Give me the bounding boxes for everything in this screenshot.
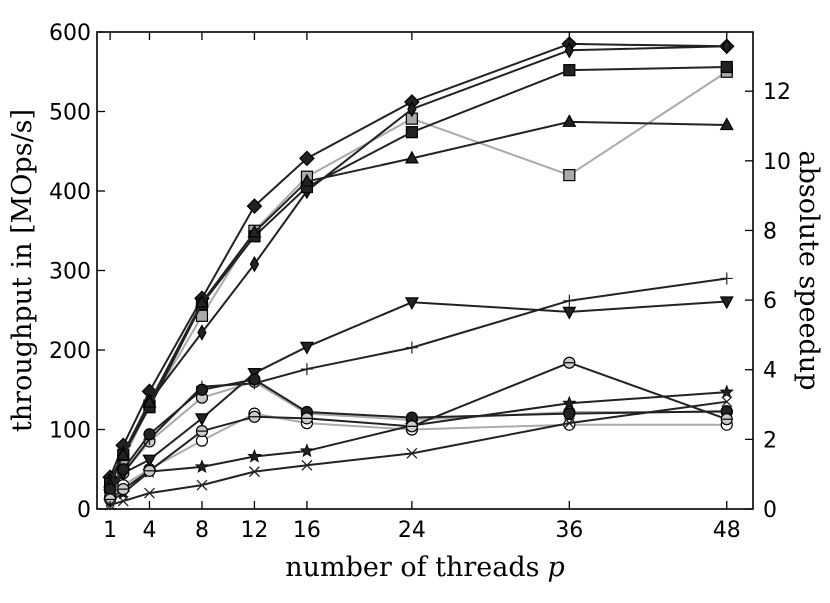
y2-tick-label: 4 — [763, 359, 777, 384]
x-axis-title-text: number of threads — [285, 552, 539, 583]
x-point — [563, 417, 575, 429]
x-axis-ticks: 1 4 8 12 16 24 36 48 — [103, 32, 741, 543]
series-group — [102, 36, 735, 511]
x-point — [196, 479, 208, 491]
x-point — [301, 459, 313, 471]
plus-point — [720, 272, 733, 285]
triangle-up-point — [247, 224, 262, 238]
y2-tick-label: 6 — [763, 289, 777, 314]
x-tick-label: 12 — [240, 518, 268, 543]
triangle-up-point — [116, 447, 131, 461]
square-point — [563, 64, 576, 77]
y2-tick-label: 12 — [763, 80, 791, 105]
star-point — [247, 448, 262, 463]
star-point — [562, 395, 577, 410]
y2-tick-label: 10 — [763, 150, 791, 175]
circle-line-point — [117, 483, 130, 496]
x-tick-label: 24 — [398, 518, 426, 543]
circle-line-point — [248, 410, 261, 423]
circle-point — [195, 383, 209, 396]
x-point — [721, 396, 733, 408]
y-tick-label: 100 — [49, 419, 91, 444]
square-point — [720, 60, 733, 74]
circle-line-point — [300, 412, 314, 425]
triangle-up-point — [299, 173, 314, 187]
star-point — [719, 384, 734, 399]
y2-tick-label: 0 — [763, 498, 777, 523]
y2-axis-title: absolute speedup — [793, 151, 824, 391]
thin-diamond-point — [197, 324, 207, 341]
y-tick-label: 500 — [49, 101, 91, 126]
series-11-circle-line — [104, 356, 733, 506]
x-point — [406, 447, 418, 459]
x-axis-title-variable: p — [548, 552, 565, 583]
plus-point — [563, 294, 576, 307]
thin-diamond-point — [564, 42, 575, 59]
circle-line-point — [405, 420, 418, 433]
y-tick-label: 200 — [49, 339, 91, 364]
y-tick-label: 300 — [49, 260, 91, 285]
y-axis-title: throughput in [MOps/s] — [7, 109, 38, 432]
y-tick-label: 400 — [49, 180, 91, 205]
x-tick-label: 16 — [293, 518, 321, 543]
plus-point — [405, 341, 418, 354]
circle-point — [248, 373, 261, 386]
y2-tick-label: 2 — [763, 428, 777, 453]
circle-point — [563, 407, 576, 420]
triangle-down-point — [142, 454, 157, 468]
x-tick-label: 1 — [103, 518, 117, 543]
y2-tick-label: 8 — [763, 219, 777, 244]
triangle-down-point — [299, 341, 314, 355]
plus-point — [300, 363, 313, 376]
triangle-up-point — [562, 114, 577, 127]
x-tick-label: 8 — [195, 518, 209, 543]
triangle-up-point — [719, 117, 734, 131]
circle-point — [104, 483, 117, 496]
triangle-up-point — [194, 294, 209, 308]
square-point — [405, 126, 418, 139]
circle-line-point — [195, 424, 209, 438]
circle-point — [143, 428, 156, 441]
circle-line-point — [720, 413, 733, 426]
x-point — [117, 495, 129, 507]
triangle-down-point — [562, 306, 577, 320]
circle-line-point — [143, 464, 156, 477]
x-tick-label: 36 — [555, 518, 583, 543]
diamond-point — [246, 198, 263, 214]
triangle-down-point — [194, 413, 209, 427]
star-point — [299, 443, 315, 458]
x-axis-title: number of threads p — [285, 552, 565, 583]
circle-point — [117, 463, 130, 476]
triangle-up-point — [404, 150, 419, 164]
x-tick-label: 48 — [713, 518, 741, 543]
y-axis-ticks: 0 100 200 300 400 500 600 — [49, 21, 105, 523]
series-12-x — [104, 396, 733, 511]
y-tick-label: 600 — [49, 21, 91, 46]
circle-line-point — [563, 356, 576, 369]
y-tick-label: 0 — [77, 498, 91, 523]
triangle-down-point — [404, 297, 419, 311]
triangle-up-point — [142, 394, 157, 408]
star-point — [194, 459, 210, 474]
x-point — [144, 487, 155, 499]
thin-diamond-point — [407, 100, 417, 118]
x-point — [248, 466, 260, 478]
diamond-point — [299, 150, 315, 167]
triangle-down-point — [719, 296, 734, 310]
thin-diamond-point — [249, 255, 260, 273]
y2-axis-ticks: 0 2 4 6 8 10 12 — [745, 80, 791, 523]
x-tick-label: 4 — [142, 518, 156, 543]
square-point — [563, 169, 576, 182]
thin-diamond-point — [722, 38, 732, 55]
